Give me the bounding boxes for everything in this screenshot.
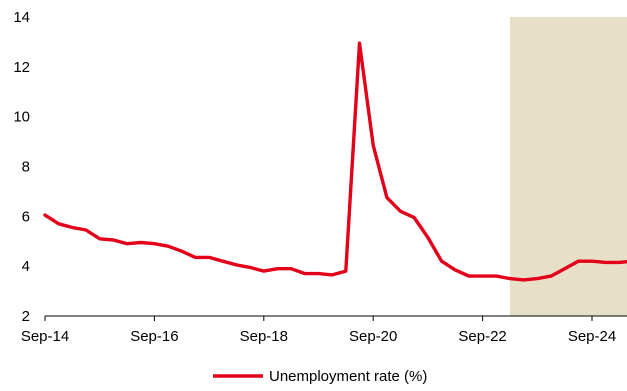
x-axis-ticks: Sep-14 Sep-16 Sep-18 Sep-20 Sep-22 Sep-24 (21, 316, 616, 345)
forecast-shaded-region (509, 17, 627, 316)
y-tick-label: 8 (22, 159, 30, 176)
x-tick-label: Sep-24 (568, 328, 616, 345)
x-tick-label: Sep-16 (130, 328, 178, 345)
x-tick-label: Sep-14 (21, 328, 69, 345)
y-tick-label: 6 (22, 208, 30, 225)
y-axis-ticks: 2 4 6 8 10 12 14 (13, 9, 30, 325)
x-tick-label: Sep-20 (349, 328, 397, 345)
y-tick-label: 14 (13, 9, 30, 26)
legend-label-unemployment-rate: Unemployment rate (%) (269, 368, 427, 385)
y-tick-label: 10 (13, 109, 30, 126)
legend: Unemployment rate (%) (213, 368, 427, 385)
y-tick-label: 2 (22, 308, 30, 325)
y-tick-label: 12 (13, 59, 30, 76)
series-line-unemployment-rate (43, 41, 627, 282)
x-tick-label: Sep-22 (458, 328, 506, 345)
x-tick-label: Sep-18 (240, 328, 288, 345)
y-tick-label: 4 (22, 258, 30, 275)
